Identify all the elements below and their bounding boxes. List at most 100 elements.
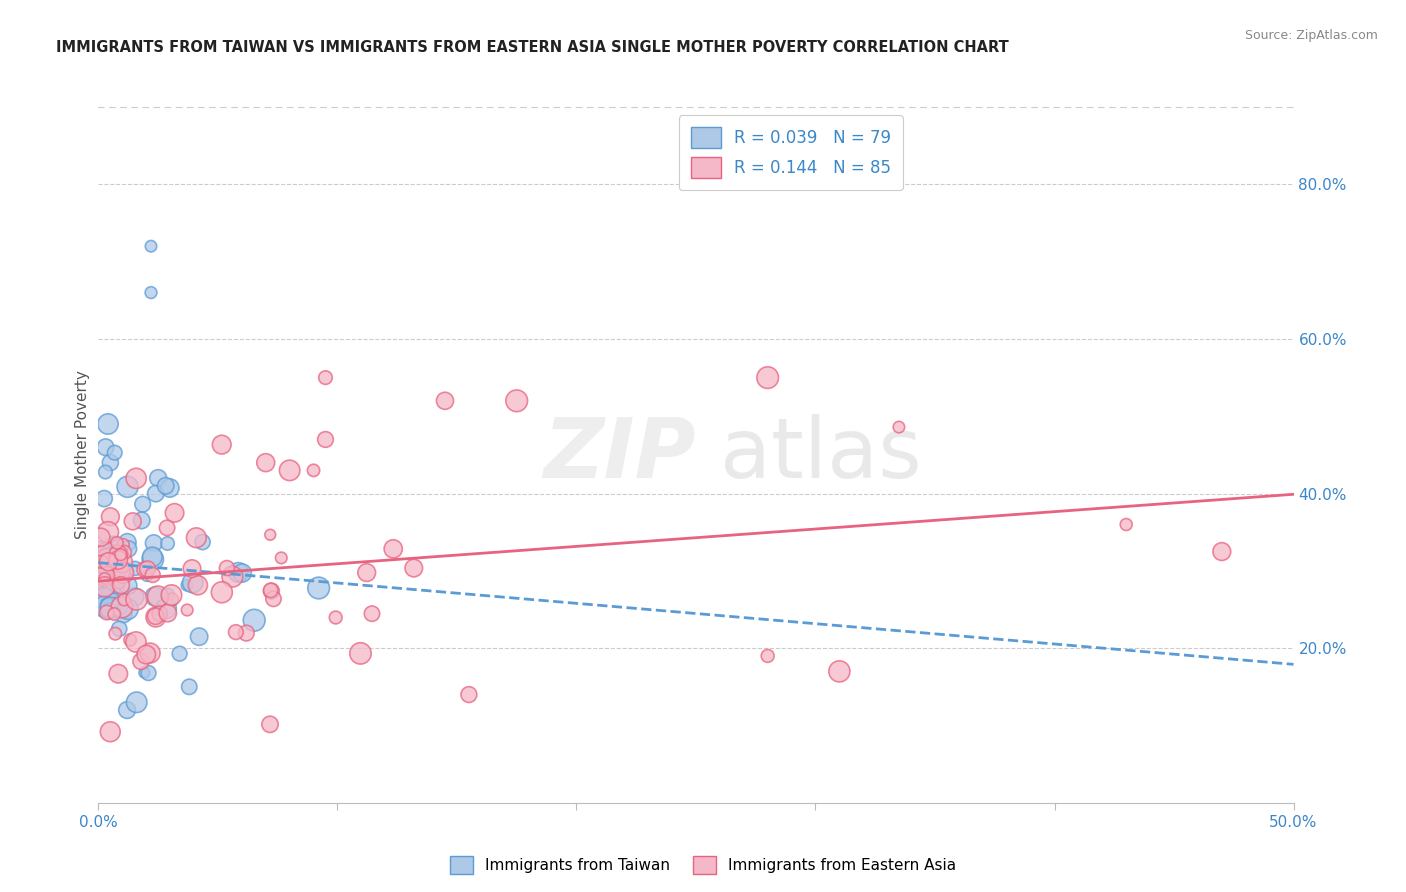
Point bbox=[98, 456, 122, 470]
Point bbox=[103, 539, 125, 553]
Point bbox=[142, 552, 165, 566]
Point bbox=[302, 463, 325, 477]
Point bbox=[434, 393, 457, 408]
Point bbox=[111, 600, 134, 615]
Point bbox=[221, 570, 243, 584]
Point bbox=[187, 578, 209, 592]
Point bbox=[93, 591, 115, 606]
Point bbox=[90, 555, 112, 569]
Point bbox=[93, 571, 115, 585]
Point bbox=[887, 420, 910, 434]
Text: atlas: atlas bbox=[720, 415, 921, 495]
Point bbox=[155, 479, 177, 493]
Point bbox=[97, 564, 120, 578]
Text: IMMIGRANTS FROM TAIWAN VS IMMIGRANTS FROM EASTERN ASIA SINGLE MOTHER POVERTY COR: IMMIGRANTS FROM TAIWAN VS IMMIGRANTS FRO… bbox=[56, 40, 1010, 55]
Point bbox=[139, 646, 162, 660]
Point bbox=[105, 536, 128, 550]
Point bbox=[254, 456, 277, 470]
Point bbox=[97, 593, 120, 607]
Point bbox=[756, 648, 779, 663]
Point bbox=[402, 561, 425, 575]
Point bbox=[96, 557, 118, 571]
Point bbox=[125, 695, 148, 709]
Point bbox=[308, 581, 330, 595]
Point bbox=[103, 607, 125, 621]
Point bbox=[111, 555, 134, 569]
Point bbox=[94, 599, 117, 614]
Point bbox=[138, 666, 160, 681]
Point bbox=[142, 568, 165, 582]
Point bbox=[211, 437, 233, 451]
Point bbox=[100, 600, 122, 615]
Point bbox=[215, 561, 238, 575]
Point bbox=[125, 471, 148, 485]
Point bbox=[129, 654, 152, 668]
Point bbox=[506, 393, 529, 408]
Point bbox=[96, 545, 118, 559]
Point bbox=[278, 463, 301, 477]
Point bbox=[93, 569, 115, 583]
Point bbox=[97, 417, 120, 431]
Point bbox=[96, 551, 118, 566]
Point bbox=[107, 599, 129, 613]
Point bbox=[93, 580, 115, 594]
Point bbox=[176, 578, 198, 592]
Point bbox=[243, 613, 266, 627]
Point bbox=[169, 647, 191, 661]
Point bbox=[125, 635, 148, 649]
Point bbox=[112, 566, 135, 580]
Point bbox=[90, 544, 112, 558]
Point bbox=[98, 551, 121, 566]
Point bbox=[104, 584, 127, 599]
Point bbox=[104, 445, 127, 459]
Point bbox=[97, 525, 120, 540]
Point bbox=[225, 625, 247, 640]
Point bbox=[134, 562, 156, 576]
Point bbox=[110, 548, 132, 562]
Point bbox=[181, 561, 204, 575]
Point bbox=[156, 521, 179, 535]
Point bbox=[117, 480, 139, 494]
Point bbox=[231, 566, 253, 580]
Point bbox=[145, 610, 167, 624]
Point bbox=[146, 590, 169, 604]
Point bbox=[90, 558, 112, 572]
Legend: R = 0.039   N = 79, R = 0.144   N = 85: R = 0.039 N = 79, R = 0.144 N = 85 bbox=[679, 115, 903, 190]
Point bbox=[117, 541, 139, 556]
Point bbox=[186, 531, 208, 545]
Point bbox=[259, 717, 281, 731]
Point bbox=[117, 535, 139, 549]
Point bbox=[97, 555, 120, 569]
Point bbox=[188, 630, 211, 644]
Point bbox=[756, 370, 779, 384]
Point bbox=[107, 666, 129, 681]
Point bbox=[91, 564, 114, 578]
Point bbox=[112, 538, 135, 552]
Point bbox=[100, 595, 122, 609]
Y-axis label: Single Mother Poverty: Single Mother Poverty bbox=[75, 370, 90, 540]
Point bbox=[117, 578, 139, 592]
Point bbox=[103, 599, 125, 614]
Point bbox=[96, 579, 118, 593]
Point bbox=[181, 575, 204, 590]
Point bbox=[94, 465, 117, 479]
Point bbox=[828, 665, 851, 679]
Point bbox=[1115, 517, 1137, 532]
Point bbox=[104, 601, 127, 615]
Point bbox=[110, 578, 132, 592]
Point bbox=[110, 565, 132, 579]
Point bbox=[94, 440, 117, 454]
Point bbox=[131, 497, 153, 511]
Point bbox=[90, 572, 112, 586]
Point bbox=[191, 535, 214, 549]
Point bbox=[96, 598, 118, 612]
Point bbox=[98, 509, 122, 524]
Point bbox=[139, 285, 162, 300]
Point bbox=[135, 648, 157, 662]
Point bbox=[211, 585, 233, 599]
Point bbox=[260, 584, 283, 599]
Legend: Immigrants from Taiwan, Immigrants from Eastern Asia: Immigrants from Taiwan, Immigrants from … bbox=[444, 850, 962, 880]
Point bbox=[98, 604, 121, 618]
Point bbox=[120, 632, 142, 647]
Point bbox=[107, 553, 129, 567]
